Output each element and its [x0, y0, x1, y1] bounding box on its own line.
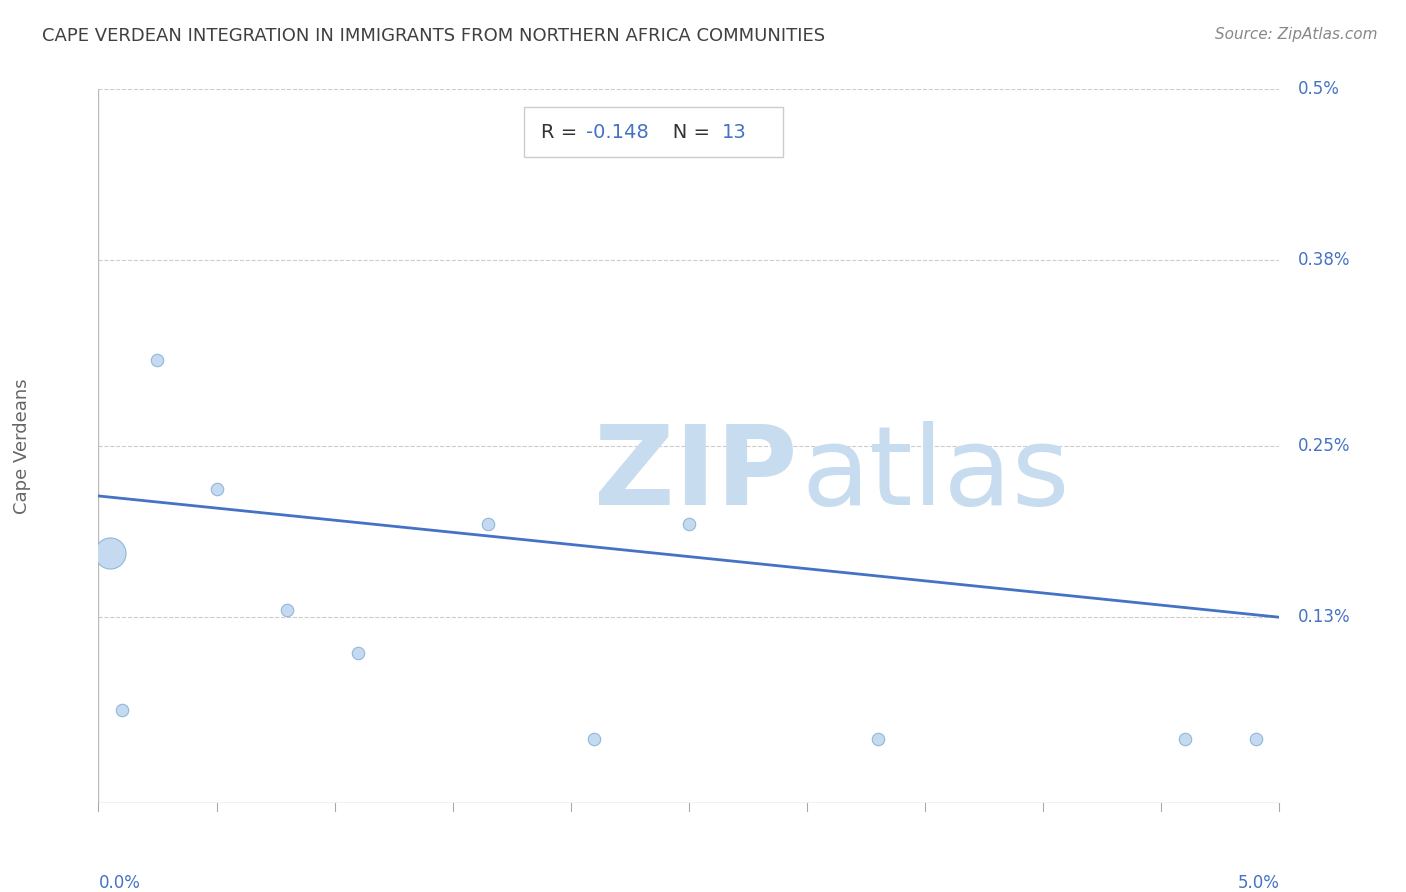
- Text: 0.0%: 0.0%: [98, 874, 141, 892]
- Text: 0.25%: 0.25%: [1298, 437, 1351, 455]
- Point: [111, 703, 134, 717]
- Point: [1174, 731, 1197, 746]
- Text: 0.13%: 0.13%: [1298, 608, 1351, 626]
- Point: [98, 546, 121, 560]
- Text: N =: N =: [654, 122, 716, 142]
- Text: atlas: atlas: [801, 421, 1070, 528]
- FancyBboxPatch shape: [523, 107, 783, 157]
- Text: 0.38%: 0.38%: [1298, 252, 1351, 269]
- Point: [1244, 731, 1267, 746]
- Text: -0.148: -0.148: [586, 122, 650, 142]
- Point: [583, 731, 606, 746]
- Text: Source: ZipAtlas.com: Source: ZipAtlas.com: [1215, 27, 1378, 42]
- Point: [866, 731, 889, 746]
- Text: 5.0%: 5.0%: [1237, 874, 1279, 892]
- Point: [678, 139, 700, 153]
- Point: [347, 646, 370, 660]
- Point: [276, 603, 298, 617]
- Text: 13: 13: [723, 122, 747, 142]
- Point: [678, 517, 700, 532]
- Text: R =: R =: [541, 122, 583, 142]
- Text: ZIP: ZIP: [595, 421, 797, 528]
- Text: CAPE VERDEAN INTEGRATION IN IMMIGRANTS FROM NORTHERN AFRICA COMMUNITIES: CAPE VERDEAN INTEGRATION IN IMMIGRANTS F…: [42, 27, 825, 45]
- Point: [477, 517, 499, 532]
- Text: Cape Verdeans: Cape Verdeans: [13, 378, 31, 514]
- Point: [205, 482, 228, 496]
- Point: [146, 353, 169, 368]
- Text: 0.5%: 0.5%: [1298, 80, 1340, 98]
